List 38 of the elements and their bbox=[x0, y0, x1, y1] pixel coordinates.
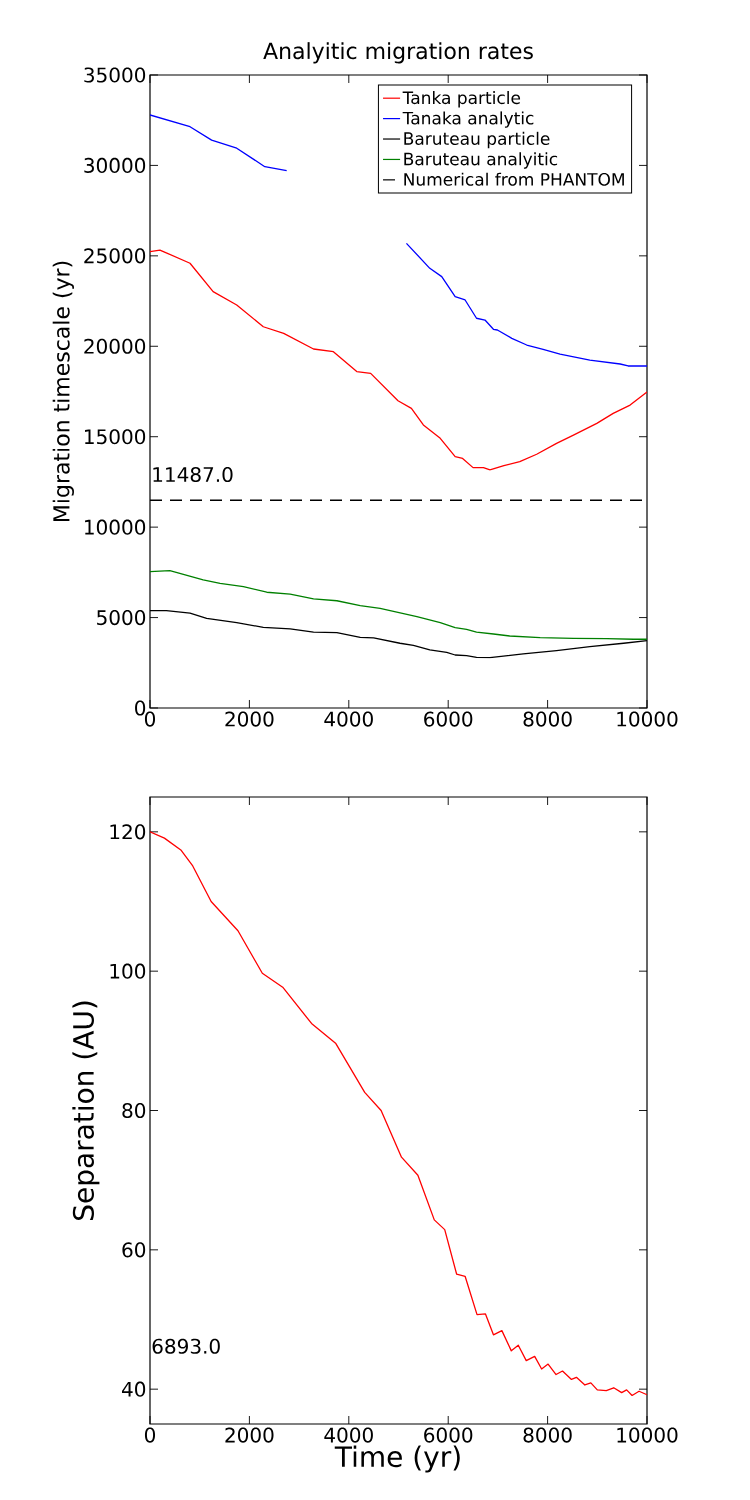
y-tick-label: 25000 bbox=[84, 248, 146, 264]
x-tick-label: 10000 bbox=[617, 1427, 678, 1443]
x-tick-label: 8000 bbox=[523, 711, 572, 727]
legend-label: Baruteau particle bbox=[404, 131, 550, 149]
y-tick-label: 0 bbox=[135, 700, 146, 716]
legend-label: Baruteau analyitic bbox=[404, 152, 558, 169]
annotation: 6893.0 bbox=[152, 1338, 220, 1354]
x-tick-label: 2000 bbox=[225, 1427, 274, 1443]
line-series bbox=[150, 831, 648, 1397]
x-tick-label: 8000 bbox=[523, 1427, 572, 1443]
legend-label: Tanaka analytic bbox=[402, 111, 534, 128]
legend-label: Numerical from PHANTOM bbox=[404, 172, 624, 186]
x-tick-label: 0 bbox=[144, 1427, 156, 1443]
x-tick-label: 10000 bbox=[617, 711, 678, 727]
y-tick-label: 35000 bbox=[84, 67, 146, 83]
y-axis-title: Separation (AU) bbox=[72, 1001, 100, 1220]
line-series bbox=[150, 570, 648, 640]
y-tick-label: 30000 bbox=[84, 157, 146, 173]
y-axis-title: Migration timescale (yr) bbox=[52, 261, 74, 521]
x-tick-label: 4000 bbox=[324, 711, 373, 727]
y-tick-label: 20000 bbox=[84, 338, 146, 354]
x-tick-label: 4000 bbox=[324, 1427, 373, 1443]
y-tick-label: 60 bbox=[122, 1242, 146, 1258]
x-tick-label: 0 bbox=[144, 711, 156, 727]
y-tick-label: 5000 bbox=[97, 610, 146, 626]
y-tick-label: 10000 bbox=[85, 519, 146, 535]
x-tick-label: 6000 bbox=[424, 711, 473, 727]
y-tick-label: 15000 bbox=[85, 429, 146, 445]
legend-label: Tanka particle bbox=[402, 90, 521, 108]
y-tick-label: 100 bbox=[110, 963, 146, 979]
y-tick-label: 80 bbox=[122, 1102, 146, 1119]
x-tick-label: 6000 bbox=[424, 1427, 473, 1443]
y-tick-label: 40 bbox=[121, 1381, 146, 1397]
y-tick-label: 120 bbox=[110, 824, 146, 840]
chart-title: Analyitic migration rates bbox=[263, 42, 533, 64]
annotation: 11487.0 bbox=[153, 466, 233, 483]
x-axis-title: Time (yr) bbox=[334, 1445, 460, 1473]
x-tick-label: 2000 bbox=[225, 711, 274, 727]
